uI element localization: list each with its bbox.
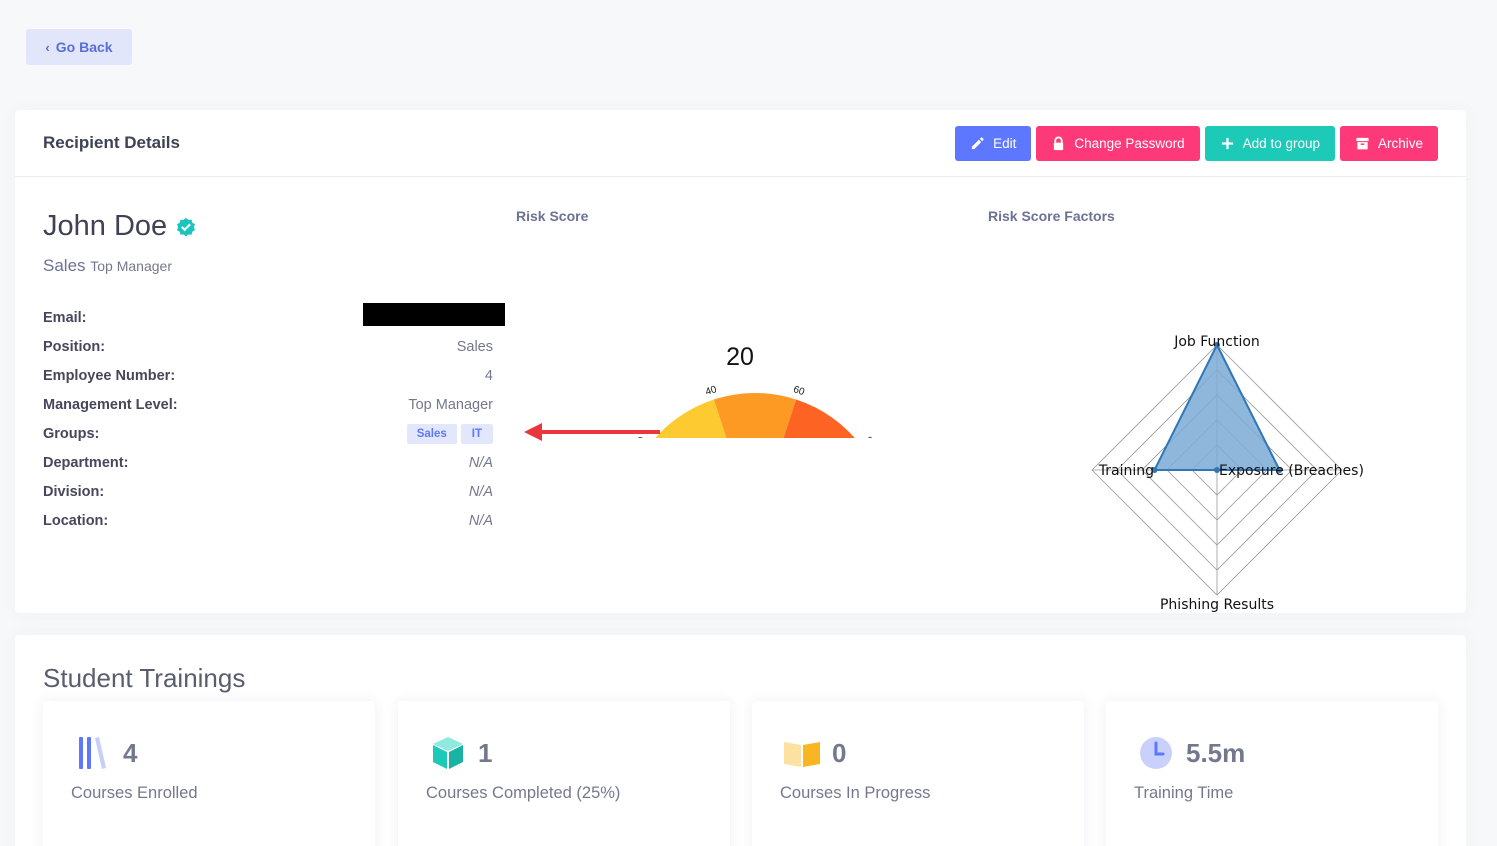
email-label: Email: — [43, 309, 87, 326]
pencil-icon — [971, 136, 984, 149]
department-label: Department: — [43, 454, 129, 471]
detail-row-location: Location: N/A — [43, 506, 493, 535]
stat-label: Training Time — [1134, 784, 1234, 802]
details-list: Email: Position: Sales Employee Number: … — [43, 303, 505, 535]
edit-button[interactable]: Edit — [955, 125, 1032, 161]
add-to-group-button[interactable]: Add to group — [1204, 125, 1335, 161]
management-level-label: Management Level: — [43, 396, 178, 413]
radar-axis-label: Training — [1098, 463, 1154, 479]
employee-number-value: 4 — [484, 367, 493, 384]
radar-data-point — [1214, 342, 1220, 348]
gauge-tick-label: 40 — [704, 384, 718, 398]
detail-row-email: Email: — [43, 303, 505, 332]
recipient-name-row: John Doe — [43, 210, 197, 243]
detail-row-department: Department: N/A — [43, 448, 493, 477]
risk-score-gauge: 20 020406080100 — [633, 343, 878, 438]
action-toolbar: Edit Change Password Add to group Archiv… — [955, 125, 1438, 161]
department-value: N/A — [468, 454, 493, 471]
archive-button[interactable]: Archive — [1339, 125, 1438, 161]
change-password-label: Change Password — [1074, 135, 1185, 151]
group-tag-it[interactable]: IT — [460, 423, 493, 444]
add-to-group-label: Add to group — [1242, 135, 1320, 151]
recipient-level: Top Manager — [90, 258, 172, 274]
location-label: Location: — [43, 512, 109, 529]
group-tags: Sales IT — [406, 423, 493, 444]
student-trainings-card: Student Trainings 4 Courses Enrolled 1 C… — [15, 635, 1466, 846]
chevron-left-icon: ‹ — [45, 39, 50, 55]
stat-value: 1 — [478, 737, 493, 768]
stat-value: 5.5m — [1186, 737, 1246, 768]
detail-row-division: Division: N/A — [43, 477, 493, 506]
verified-badge-icon — [177, 217, 196, 237]
stat-value: 4 — [123, 737, 138, 768]
go-back-label: Go Back — [55, 39, 113, 55]
stat-label: Courses Enrolled — [71, 784, 198, 802]
risk-factors-label: Risk Score Factors — [988, 208, 1115, 224]
change-password-button[interactable]: Change Password — [1036, 125, 1200, 161]
stat-value: 0 — [832, 737, 847, 768]
division-value: N/A — [468, 483, 493, 500]
position-value: Sales — [456, 338, 493, 355]
stat-label: Courses Completed (25%) — [426, 784, 621, 802]
stat-label: Courses In Progress — [780, 784, 931, 802]
books-icon — [79, 737, 106, 769]
risk-score-label: Risk Score — [516, 208, 589, 224]
stat-courses-in-progress: 0 Courses In Progress — [752, 701, 1084, 846]
plus-icon — [1221, 137, 1233, 149]
gauge-tick-label: 20 — [633, 435, 649, 438]
gauge-tick-label: 80 — [862, 435, 878, 438]
radar-data-point — [1214, 467, 1220, 473]
recipient-details-card: Recipient Details Edit Change Password A… — [15, 110, 1466, 613]
archive-box-icon — [1356, 137, 1369, 149]
card-header: Recipient Details Edit Change Password A… — [15, 110, 1466, 177]
archive-label: Archive — [1377, 135, 1423, 151]
group-tag-sales[interactable]: Sales — [406, 423, 457, 444]
lock-icon — [1054, 136, 1064, 150]
groups-label: Groups: — [43, 425, 100, 442]
red-arrow-pointer — [524, 423, 660, 441]
radar-data-area — [1152, 342, 1282, 471]
trainings-title: Student Trainings — [43, 663, 246, 693]
stat-courses-completed: 1 Courses Completed (25%) — [398, 701, 730, 846]
recipient-name: John Doe — [43, 210, 168, 242]
open-book-icon — [784, 742, 820, 767]
gauge-band — [655, 399, 727, 438]
detail-row-groups: Groups: Sales IT — [43, 419, 493, 448]
radar-data-point — [1151, 467, 1158, 473]
gauge-band — [713, 393, 797, 438]
stat-courses-enrolled: 4 Courses Enrolled — [43, 701, 375, 846]
stat-training-time: 5.5m Training Time — [1106, 701, 1438, 846]
division-label: Division: — [43, 483, 105, 500]
card-title: Recipient Details — [43, 133, 180, 152]
radar-axis-label: Job Function — [1173, 334, 1260, 350]
management-level-value: Top Manager — [408, 396, 493, 413]
radar-axis-label: Phishing Results — [1160, 597, 1274, 613]
employee-number-label: Employee Number: — [43, 367, 176, 384]
risk-factors-radar: Job Function Exposure (Breaches) Phishing … — [1091, 334, 1364, 613]
position-label: Position: — [43, 338, 106, 355]
radar-data-point — [1276, 467, 1283, 473]
recipient-department: Sales — [43, 256, 86, 275]
clock-icon — [1140, 737, 1172, 769]
redacted-email — [363, 303, 505, 326]
edit-label: Edit — [993, 135, 1017, 151]
radar-axis-label: Exposure (Breaches) — [1219, 463, 1364, 479]
gauge-tick-label: 60 — [792, 384, 806, 398]
detail-row-position: Position: Sales — [43, 332, 493, 361]
go-back-button[interactable]: ‹ Go Back — [26, 29, 132, 65]
location-value: N/A — [468, 512, 493, 529]
detail-row-employee-number: Employee Number: 4 — [43, 361, 493, 390]
gauge-band — [783, 399, 855, 438]
detail-row-management-level: Management Level: Top Manager — [43, 390, 493, 419]
risk-score-value: 20 — [726, 343, 754, 371]
recipient-subtitle: Sales Top Manager — [43, 256, 172, 276]
cube-icon — [433, 737, 463, 769]
